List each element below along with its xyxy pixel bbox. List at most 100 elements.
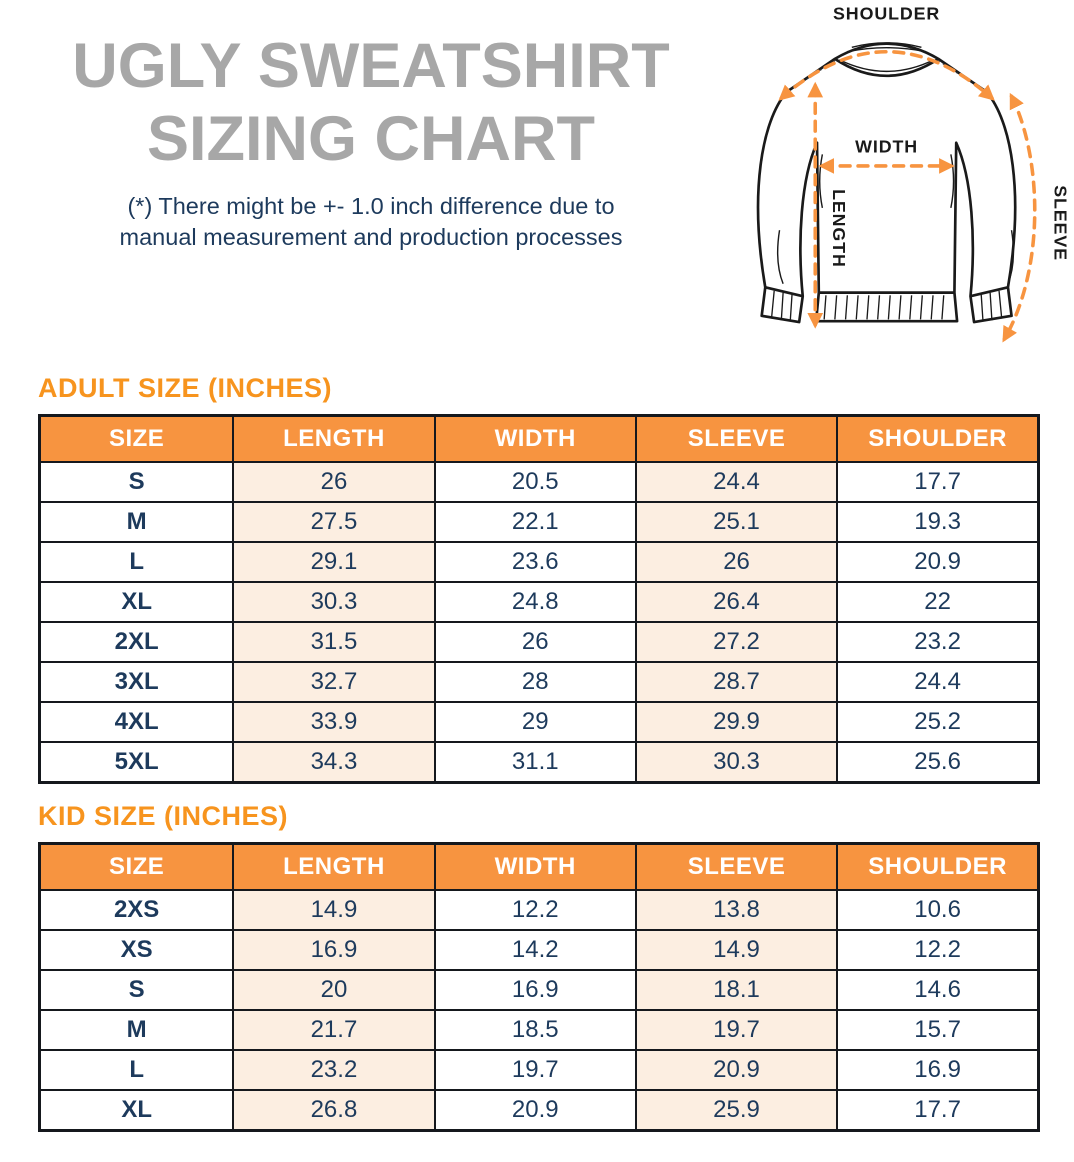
adult-section-heading: ADULT SIZE (INCHES) [38, 373, 332, 403]
size-cell: 2XL [38, 621, 235, 663]
length-measure-label: LENGTH [829, 189, 849, 268]
adult-row-2xl: 2XL 31.5 26 27.2 23.2 [38, 621, 1040, 663]
adult-row-s: S 26 20.5 24.4 17.7 [38, 461, 1040, 503]
adult-row-l: L 29.1 23.6 26 20.9 [38, 541, 1040, 583]
measurement-cell: 14.9 [232, 889, 436, 931]
measurement-cell: 24.4 [836, 661, 1040, 703]
adult-row-xl: XL 30.3 24.8 26.4 22 [38, 581, 1040, 623]
adult-size-table: SIZE LENGTH WIDTH SLEEVE SHOULDER S 26 20.5 24.4… [38, 414, 1040, 784]
measurement-cell: 25.2 [836, 701, 1040, 743]
adult-header-row: SIZE LENGTH WIDTH SLEEVE SHOULDER [38, 414, 1040, 463]
kid-row-m: M 21.7 18.5 19.7 15.7 [38, 1009, 1040, 1051]
measurement-cell: 27.2 [634, 621, 839, 663]
size-cell: M [38, 1009, 235, 1051]
measurement-cell: 24.4 [634, 461, 839, 503]
width-measure-label: WIDTH [855, 137, 918, 157]
measurement-cell: 31.5 [232, 621, 436, 663]
sweatshirt-diagram-svg: SHOULDER WIDTH LENGTH SLEEVE [756, 6, 1070, 343]
shoulder-arrow [778, 50, 995, 101]
measurement-cell: 20.9 [433, 1089, 637, 1132]
measurement-cell: 12.2 [433, 889, 637, 931]
measurement-cell: 18.5 [433, 1009, 637, 1051]
measurement-cell: 19.7 [634, 1009, 839, 1051]
measurement-cell: 16.9 [836, 1049, 1040, 1091]
measurement-cell: 28.7 [634, 661, 839, 703]
note-line-2: manual measurement and production proces… [119, 224, 623, 250]
adult-column-header-shoulder: SHOULDER [836, 414, 1040, 463]
measurement-cell: 25.6 [836, 741, 1040, 784]
title-line-2: SIZING CHART [147, 104, 595, 174]
measurement-cell: 25.1 [634, 501, 839, 543]
measurement-cell: 20 [232, 969, 436, 1011]
measurement-cell: 18.1 [634, 969, 839, 1011]
kid-row-xl: XL 26.8 20.9 25.9 17.7 [38, 1089, 1040, 1132]
adult-row-3xl: 3XL 32.7 28 28.7 24.4 [38, 661, 1040, 703]
kid-column-header-sleeve: SLEEVE [634, 842, 839, 891]
kid-header-row: SIZE LENGTH WIDTH SLEEVE SHOULDER [38, 842, 1040, 891]
collar-line [834, 57, 940, 78]
adult-row-4xl: 4XL 33.9 29 29.9 25.2 [38, 701, 1040, 743]
sleeve-arrow [1002, 92, 1037, 343]
kid-column-header-size: SIZE [38, 842, 235, 891]
kid-row-2xs: 2XS 14.9 12.2 13.8 10.6 [38, 889, 1040, 931]
kid-column-header-length: LENGTH [232, 842, 436, 891]
sweatshirt-diagram: SHOULDER WIDTH LENGTH SLEEVE [726, 6, 1074, 358]
measurement-cell: 26.8 [232, 1089, 436, 1132]
size-cell: 4XL [38, 701, 235, 743]
measurement-cell: 20.9 [836, 541, 1040, 583]
tolerance-note: (*) There might be +- 1.0 inch differenc… [0, 191, 742, 253]
size-cell: XS [38, 929, 235, 971]
size-cell: XL [38, 1089, 235, 1132]
kid-row-s: S 20 16.9 18.1 14.6 [38, 969, 1040, 1011]
measurement-cell: 14.9 [634, 929, 839, 971]
measurement-cell: 30.3 [634, 741, 839, 784]
measurement-cell: 23.6 [433, 541, 637, 583]
measurement-cell: 27.5 [232, 501, 436, 543]
measurement-cell: 31.1 [433, 741, 637, 784]
hem-rib-lines [823, 295, 945, 320]
measurement-cell: 29 [433, 701, 637, 743]
kid-size-table: SIZE LENGTH WIDTH SLEEVE SHOULDER 2XS 14.9 12.2… [38, 842, 1040, 1132]
measurement-cell: 26.4 [634, 581, 839, 623]
measurement-cell: 14.2 [433, 929, 637, 971]
collar-rib-line [839, 59, 935, 72]
measurement-cell: 17.7 [836, 461, 1040, 503]
measurement-cell: 22.1 [433, 501, 637, 543]
measurement-cell: 29.1 [232, 541, 436, 583]
measurement-cell: 19.3 [836, 501, 1040, 543]
size-cell: L [38, 541, 235, 583]
measurement-cell: 24.8 [433, 581, 637, 623]
size-cell: XL [38, 581, 235, 623]
measurement-cell: 13.8 [634, 889, 839, 931]
size-cell: S [38, 461, 235, 503]
measurement-cell: 22 [836, 581, 1040, 623]
collar-stitch-lines [847, 42, 927, 53]
cuff-rib-lines [770, 290, 1003, 322]
measurement-cell: 33.9 [232, 701, 436, 743]
adult-row-5xl: 5XL 34.3 31.1 30.3 25.6 [38, 741, 1040, 784]
kid-column-header-width: WIDTH [433, 842, 637, 891]
measurement-cell: 30.3 [232, 581, 436, 623]
adult-column-header-length: LENGTH [232, 414, 436, 463]
measurement-cell: 10.6 [836, 889, 1040, 931]
title-line-1: UGLY SWEATSHIRT [72, 31, 670, 101]
measurement-cell: 26 [232, 461, 436, 503]
measurement-cell: 20.5 [433, 461, 637, 503]
sleeve-measure-label: SLEEVE [1050, 185, 1070, 261]
measurement-cell: 23.2 [836, 621, 1040, 663]
kid-row-l: L 23.2 19.7 20.9 16.9 [38, 1049, 1040, 1091]
size-cell: 3XL [38, 661, 235, 703]
measurement-cell: 26 [433, 621, 637, 663]
measurement-cell: 26 [634, 541, 839, 583]
adult-column-header-width: WIDTH [433, 414, 637, 463]
measurement-cell: 21.7 [232, 1009, 436, 1051]
measurement-cell: 32.7 [232, 661, 436, 703]
measurement-cell: 23.2 [232, 1049, 436, 1091]
measurement-cell: 15.7 [836, 1009, 1040, 1051]
size-cell: L [38, 1049, 235, 1091]
adult-column-header-size: SIZE [38, 414, 235, 463]
adult-column-header-sleeve: SLEEVE [634, 414, 839, 463]
measurement-cell: 16.9 [232, 929, 436, 971]
size-cell: 5XL [38, 741, 235, 784]
